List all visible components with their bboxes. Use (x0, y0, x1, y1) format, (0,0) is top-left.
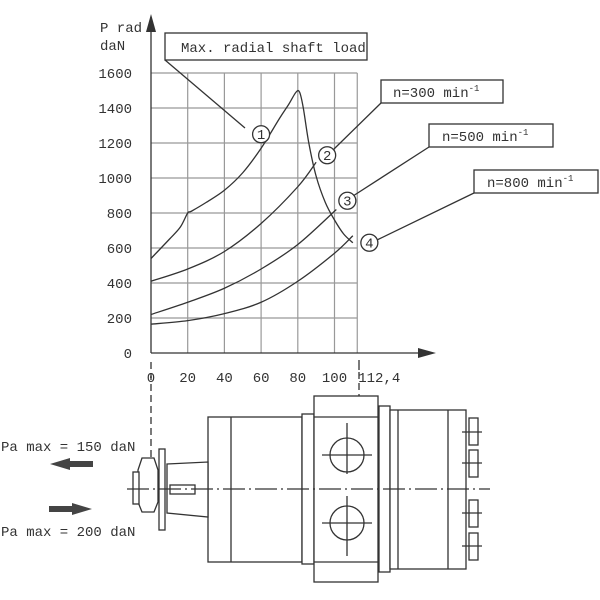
x-tick-labels: 0 20 40 60 80 100 112,4 (147, 371, 400, 387)
y-axis-arrow-icon (146, 14, 156, 32)
marker-circle (338, 191, 357, 210)
callout-box-n500 (428, 123, 554, 148)
y-axis-unit: daN (100, 39, 125, 55)
axial-load-in-label: Pa max = 200 daN (1, 525, 135, 541)
curve-marker-3: 3 (338, 191, 357, 210)
callout-box-max-load (164, 32, 368, 61)
leader-1 (164, 59, 246, 129)
marker-number: 4 (365, 236, 373, 252)
callout-n300: n=300 min-1 (393, 84, 479, 102)
arrow-right-icon (49, 503, 92, 515)
y-tick-label: 0 (124, 347, 132, 363)
callout-max-load: Max. radial shaft load (181, 41, 366, 57)
port-b (322, 496, 372, 556)
x-tick-label: 100 (322, 371, 347, 387)
y-tick-label: 400 (107, 277, 132, 293)
x-tick-label: 80 (289, 371, 306, 387)
curve-marker-4: 4 (360, 233, 379, 252)
curve-marker-2: 2 (318, 146, 337, 165)
callout-box-n300 (380, 79, 504, 104)
arrow-left-icon (50, 458, 93, 470)
y-axis-label: P rad (100, 21, 142, 37)
y-tick-label: 200 (107, 312, 132, 328)
y-tick-label: 1000 (98, 172, 132, 188)
x-tick-label: 20 (179, 371, 196, 387)
port-a (322, 423, 372, 474)
callout-n500: n=500 min-1 (442, 128, 528, 146)
curve-3 (150, 209, 337, 316)
curve-marker-1: 1 (251, 125, 271, 144)
curves (150, 89, 354, 325)
x-tick-label: 40 (216, 371, 233, 387)
callout-box-n800 (473, 169, 599, 194)
y-tick-label: 1200 (98, 137, 132, 153)
marker-circle (360, 233, 379, 252)
bolts (462, 417, 482, 561)
y-tick-label: 800 (107, 207, 132, 223)
x-tick-label: 60 (253, 371, 270, 387)
marker-number: 3 (343, 194, 351, 210)
callout-n800: n=800 min-1 (487, 174, 573, 192)
leader-4 (376, 192, 475, 241)
y-tick-label: 1600 (98, 67, 132, 83)
shaft-end (132, 471, 140, 505)
y-tick-labels: 0 200 400 600 800 1000 1200 1400 1600 (98, 67, 132, 363)
axial-load-out-label: Pa max = 150 daN (1, 440, 135, 456)
x-axis-arrow-icon (418, 348, 436, 358)
curve-4 (150, 235, 354, 325)
grid (151, 72, 358, 353)
y-tick-label: 1400 (98, 102, 132, 118)
marker-number: 1 (257, 128, 265, 144)
marker-circle (318, 146, 337, 165)
leader-2 (333, 102, 382, 150)
curve-1 (150, 89, 354, 259)
axes (146, 14, 436, 370)
shaft-nut (137, 457, 159, 513)
x-tick-label: 112,4 (358, 371, 400, 387)
marker-number: 2 (323, 149, 331, 165)
marker-circle (251, 125, 271, 144)
curve-markers: 1 2 3 4 (251, 125, 379, 252)
leader-3 (352, 146, 430, 197)
callouts: Max. radial shaft load n=300 min-1 n=500… (164, 32, 599, 241)
y-tick-label: 600 (107, 242, 132, 258)
curve-2 (150, 161, 317, 282)
